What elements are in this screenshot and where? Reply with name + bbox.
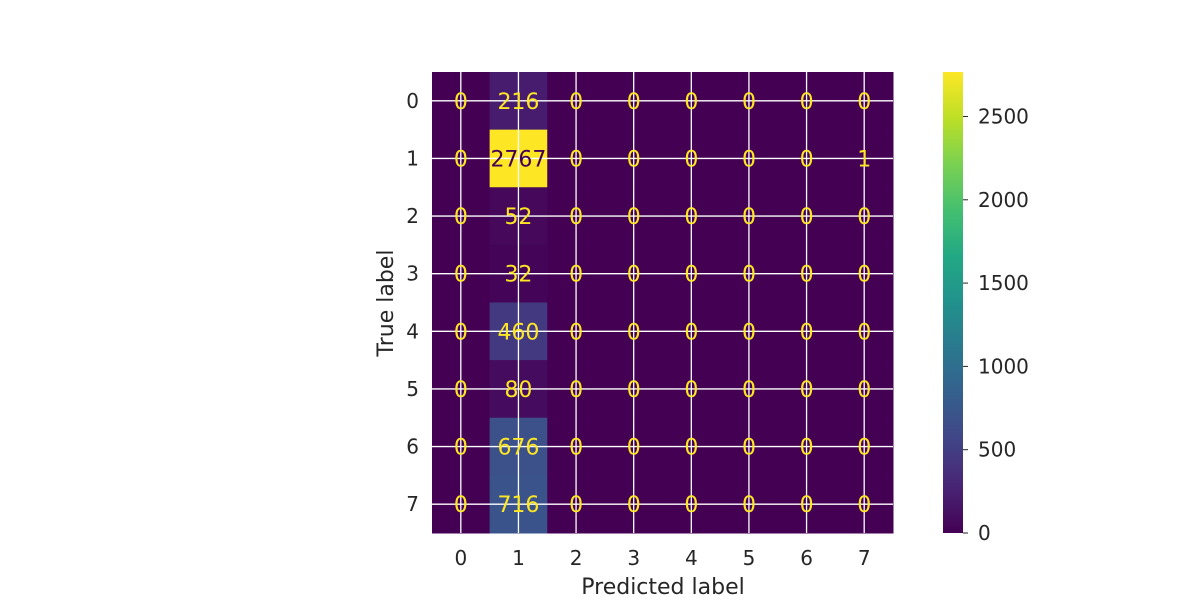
cell-value-r1-c0: 0 — [454, 147, 468, 172]
cell-value-r5-c0: 0 — [454, 378, 468, 403]
y-tick-label: 4 — [406, 319, 419, 343]
cell-value-r3-c1: 32 — [504, 263, 532, 288]
y-tick-label: 2 — [406, 204, 419, 228]
x-tick-label: 3 — [627, 546, 640, 570]
cell-value-r0-c3: 0 — [627, 90, 641, 115]
cell-value-r3-c0: 0 — [454, 263, 468, 288]
cell-value-r6-c4: 0 — [684, 436, 698, 461]
cell-value-r4-c4: 0 — [684, 320, 698, 345]
cell-value-r5-c1: 80 — [504, 378, 532, 403]
x-tick-label: 1 — [512, 546, 525, 570]
cell-value-r4-c5: 0 — [742, 320, 756, 345]
cell-value-r2-c5: 0 — [742, 205, 756, 230]
cell-value-r5-c4: 0 — [684, 378, 698, 403]
colorbar-tick-label: 0 — [978, 521, 991, 545]
cell-value-r1-c7: 1 — [857, 147, 871, 172]
cell-value-r7-c4: 0 — [684, 493, 698, 518]
cell-value-r6-c6: 0 — [800, 436, 814, 461]
colorbar-tick-label: 2000 — [978, 188, 1029, 212]
colorbar-gradient — [943, 72, 963, 533]
cell-value-r7-c7: 0 — [857, 493, 871, 518]
x-tick-label: 6 — [800, 546, 813, 570]
cell-value-r5-c7: 0 — [857, 378, 871, 403]
cell-value-r7-c1: 716 — [497, 493, 539, 518]
cell-value-r7-c6: 0 — [800, 493, 814, 518]
cell-value-r0-c2: 0 — [569, 90, 583, 115]
x-tick-label: 7 — [858, 546, 871, 570]
cell-value-r2-c6: 0 — [800, 205, 814, 230]
cell-value-r7-c5: 0 — [742, 493, 756, 518]
cell-annotations: 0 216 0 0 0 0 0 0 0 2767 0 0 0 0 0 1 0 52 0 0 0 0 0 0 0 32 0 0 0 0 0 0 0… — [454, 90, 871, 518]
y-tick-label: 1 — [406, 146, 419, 170]
y-tick-label: 7 — [406, 492, 419, 516]
y-tick-labels: 0 1 2 3 4 5 6 7 — [406, 89, 419, 516]
cell-value-r3-c4: 0 — [684, 263, 698, 288]
cell-value-r0-c1: 216 — [497, 90, 539, 115]
cell-value-r1-c1: 2767 — [490, 147, 546, 172]
cell-value-r6-c7: 0 — [857, 436, 871, 461]
cell-value-r6-c2: 0 — [569, 436, 583, 461]
cell-value-r6-c0: 0 — [454, 436, 468, 461]
cell-value-r4-c6: 0 — [800, 320, 814, 345]
cell-value-r4-c0: 0 — [454, 320, 468, 345]
cell-value-r7-c0: 0 — [454, 493, 468, 518]
heatmap-cells — [432, 72, 894, 534]
cell-value-r0-c5: 0 — [742, 90, 756, 115]
cell-value-r5-c3: 0 — [627, 378, 641, 403]
heatmap-grid — [432, 72, 893, 533]
cell-value-r1-c3: 0 — [627, 147, 641, 172]
cell-value-r1-c6: 0 — [800, 147, 814, 172]
cell-value-r4-c1: 460 — [497, 320, 539, 345]
cell-value-r6-c3: 0 — [627, 436, 641, 461]
y-axis-label: True label — [374, 250, 399, 358]
x-tick-label: 4 — [685, 546, 698, 570]
cell-value-r0-c7: 0 — [857, 90, 871, 115]
colorbar-tick-label: 2500 — [978, 104, 1029, 128]
cell-value-r1-c2: 0 — [569, 147, 583, 172]
cell-value-r7-c3: 0 — [627, 493, 641, 518]
cell-value-r3-c6: 0 — [800, 263, 814, 288]
cell-value-r2-c0: 0 — [454, 205, 468, 230]
y-tick-label: 3 — [406, 262, 419, 286]
cell-value-r4-c3: 0 — [627, 320, 641, 345]
x-tick-labels: 0 1 2 3 4 5 6 7 — [454, 546, 870, 570]
cell-value-r5-c6: 0 — [800, 378, 814, 403]
cell-value-r3-c5: 0 — [742, 263, 756, 288]
cell-value-r2-c4: 0 — [684, 205, 698, 230]
x-tick-label: 0 — [454, 546, 467, 570]
cell-value-r2-c3: 0 — [627, 205, 641, 230]
cell-value-r7-c2: 0 — [569, 493, 583, 518]
cell-value-r1-c5: 0 — [742, 147, 756, 172]
cell-value-r5-c5: 0 — [742, 378, 756, 403]
colorbar-tick-label: 500 — [978, 438, 1016, 462]
x-tick-label: 2 — [570, 546, 583, 570]
cell-value-r0-c6: 0 — [800, 90, 814, 115]
cell-value-r3-c3: 0 — [627, 263, 641, 288]
y-tick-label: 5 — [406, 377, 419, 401]
cell-value-r4-c7: 0 — [857, 320, 871, 345]
cell-value-r2-c1: 52 — [504, 205, 532, 230]
cell-value-r1-c4: 0 — [684, 147, 698, 172]
y-tick-label: 6 — [406, 435, 419, 459]
cell-value-r3-c2: 0 — [569, 263, 583, 288]
cell-value-r6-c5: 0 — [742, 436, 756, 461]
cell-value-r2-c2: 0 — [569, 205, 583, 230]
colorbar-tick-label: 1000 — [978, 354, 1029, 378]
cell-value-r0-c0: 0 — [454, 90, 468, 115]
cell-value-r2-c7: 0 — [857, 205, 871, 230]
cell-value-r4-c2: 0 — [569, 320, 583, 345]
x-tick-label: 5 — [743, 546, 756, 570]
cell-value-r3-c7: 0 — [857, 263, 871, 288]
x-axis-label: Predicted label — [581, 575, 744, 600]
colorbar-tick-label: 1500 — [978, 271, 1029, 295]
colorbar: 0 500 1000 1500 2000 2500 — [943, 72, 1029, 545]
cell-value-r5-c2: 0 — [569, 378, 583, 403]
y-tick-label: 0 — [406, 89, 419, 113]
cell-value-r0-c4: 0 — [684, 90, 698, 115]
cell-value-r6-c1: 676 — [497, 436, 539, 461]
